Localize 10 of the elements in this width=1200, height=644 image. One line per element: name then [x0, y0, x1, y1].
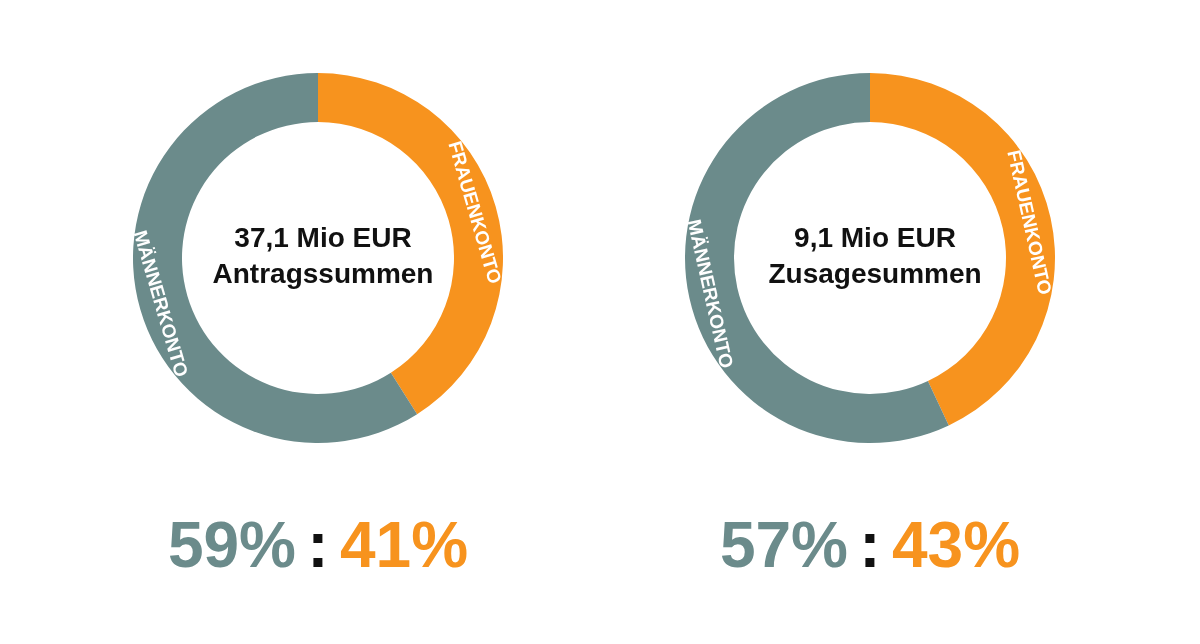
text: 43%: [892, 509, 1021, 581]
text: 59%: [167, 509, 296, 581]
text: Zusagesummen: [768, 257, 982, 289]
text: Antragssummen: [212, 257, 434, 289]
text: :: [307, 509, 329, 581]
text: 9,1 Mio EUR: [794, 221, 956, 253]
text: 41%: [340, 509, 469, 581]
text: 37,1 Mio EUR: [234, 221, 412, 253]
text: 57%: [719, 509, 848, 581]
text: :: [859, 509, 881, 581]
